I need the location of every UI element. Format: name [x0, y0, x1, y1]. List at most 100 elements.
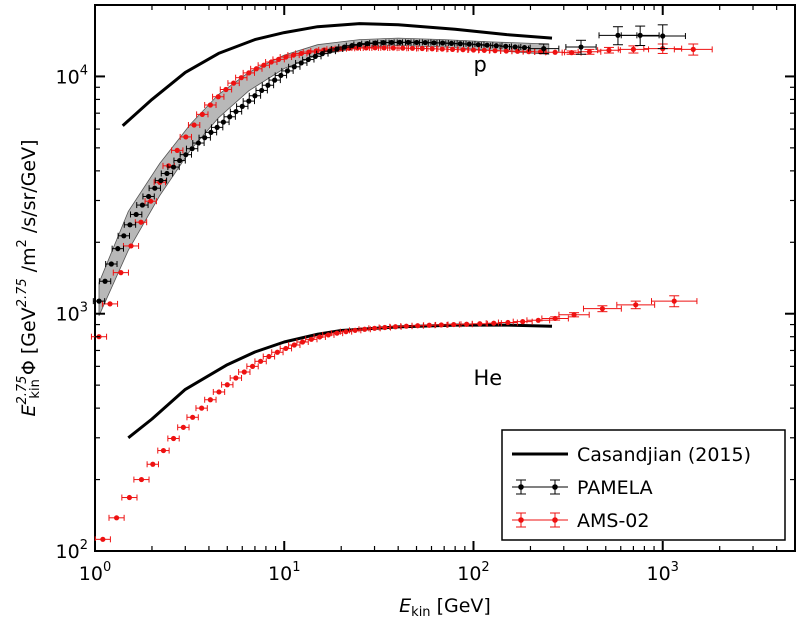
legend-pamela-label: PAMELA	[577, 477, 653, 499]
model-lines	[121, 22, 553, 439]
pamela-point	[598, 26, 638, 46]
pamela-point	[185, 145, 199, 152]
ams02-point	[204, 101, 217, 108]
data-points	[90, 24, 713, 543]
ams02-point	[582, 305, 622, 313]
pamela-point	[179, 151, 193, 158]
ams02-point	[167, 435, 180, 442]
pamela-point	[92, 298, 106, 305]
ams02-point	[229, 374, 243, 381]
tick-labels: 100 101 102 103 102 103 104	[56, 63, 679, 585]
x-tick-label: 103	[646, 560, 678, 585]
pamela-point	[236, 103, 249, 110]
axis-ticks	[94, 4, 796, 552]
y-tick-label: 103	[56, 301, 88, 326]
ams02-point	[108, 514, 125, 521]
ams02-point	[456, 46, 470, 53]
ams02-point	[511, 48, 524, 55]
pamela-point	[198, 134, 211, 141]
y-tick-label: 102	[56, 538, 88, 563]
pamela-point	[142, 193, 155, 200]
pamela-band	[98, 37, 550, 316]
legend-pamela-swatch	[512, 479, 568, 495]
pamela-point	[639, 24, 686, 50]
pamela-point	[173, 157, 186, 164]
pamela-point	[204, 129, 218, 136]
ams02-point	[651, 295, 698, 308]
pamela-point	[111, 245, 124, 252]
ams02-point	[171, 147, 184, 154]
pamela-point	[255, 87, 268, 94]
casandjian-line-p	[121, 22, 553, 127]
ams02-point	[368, 325, 381, 332]
ams02-point	[219, 86, 233, 93]
x-tick-label: 101	[268, 560, 300, 585]
pamela-point	[268, 77, 281, 84]
ams02-point	[254, 358, 267, 365]
ams02-point	[558, 311, 590, 318]
x-tick-label: 100	[79, 560, 111, 585]
pamela-point	[369, 40, 382, 47]
ams02-point	[378, 324, 391, 331]
ams02-point	[616, 300, 656, 310]
ams02-point	[673, 43, 713, 56]
ams02-point	[187, 122, 201, 129]
ams02-point	[541, 315, 569, 322]
pamela-point	[361, 40, 374, 47]
pamela-point	[393, 39, 406, 46]
ams02-point	[94, 536, 111, 543]
ams02-point	[121, 494, 138, 501]
ams02-point	[296, 338, 309, 345]
y-tick-label: 104	[56, 63, 88, 88]
ams02-point	[423, 322, 436, 329]
ams02-point	[238, 369, 251, 376]
pamela-point	[565, 39, 597, 55]
ams02-point	[406, 45, 419, 52]
legend-box	[501, 429, 786, 541]
ams02-point	[146, 461, 159, 468]
ams02-point	[144, 198, 157, 205]
annotation-he: He	[473, 366, 502, 390]
pamela-point	[117, 232, 130, 239]
ams02-point	[467, 47, 480, 54]
ams02-point	[204, 396, 217, 403]
pamela-point	[192, 140, 205, 147]
pamela-point	[528, 43, 560, 54]
pamela-point	[261, 82, 275, 89]
x-tick-label: 102	[457, 560, 489, 585]
ams02-point	[387, 44, 400, 51]
ams02-point	[196, 111, 209, 118]
pamela-point	[154, 177, 168, 184]
ams02-point	[512, 318, 533, 325]
pamela-point	[160, 170, 174, 177]
ams02-point	[400, 323, 413, 330]
annotation-p: p	[473, 52, 486, 76]
pamela-point	[167, 164, 180, 171]
pamela-point	[274, 72, 288, 79]
pamela-point	[229, 108, 243, 115]
pamela-point	[123, 221, 137, 228]
pamela-point	[499, 43, 512, 50]
ams02-point	[246, 363, 259, 370]
ams02-point	[157, 447, 170, 454]
pamela-point	[472, 41, 485, 48]
ams02-point	[295, 50, 308, 57]
ams02-point	[262, 353, 276, 360]
pamela-uncertainty-band	[98, 37, 550, 316]
ams02-point	[212, 93, 225, 100]
ams02-point	[195, 405, 208, 412]
legend-casandjian-label: Casandjian (2015)	[577, 444, 751, 466]
ams02-point	[279, 345, 293, 352]
ams02-point	[435, 321, 448, 328]
pamela-point	[136, 202, 149, 209]
ams02-point	[235, 74, 248, 81]
ams02-point	[227, 80, 240, 87]
ams02-point	[179, 133, 193, 140]
legend-ams02-label: AMS-02	[577, 510, 649, 532]
ams02-point	[186, 414, 199, 421]
pamela-point	[427, 39, 441, 46]
pamela-point	[98, 278, 112, 285]
ams02-point	[497, 319, 518, 326]
ams02-point	[471, 320, 488, 327]
ams02-point	[133, 476, 150, 483]
